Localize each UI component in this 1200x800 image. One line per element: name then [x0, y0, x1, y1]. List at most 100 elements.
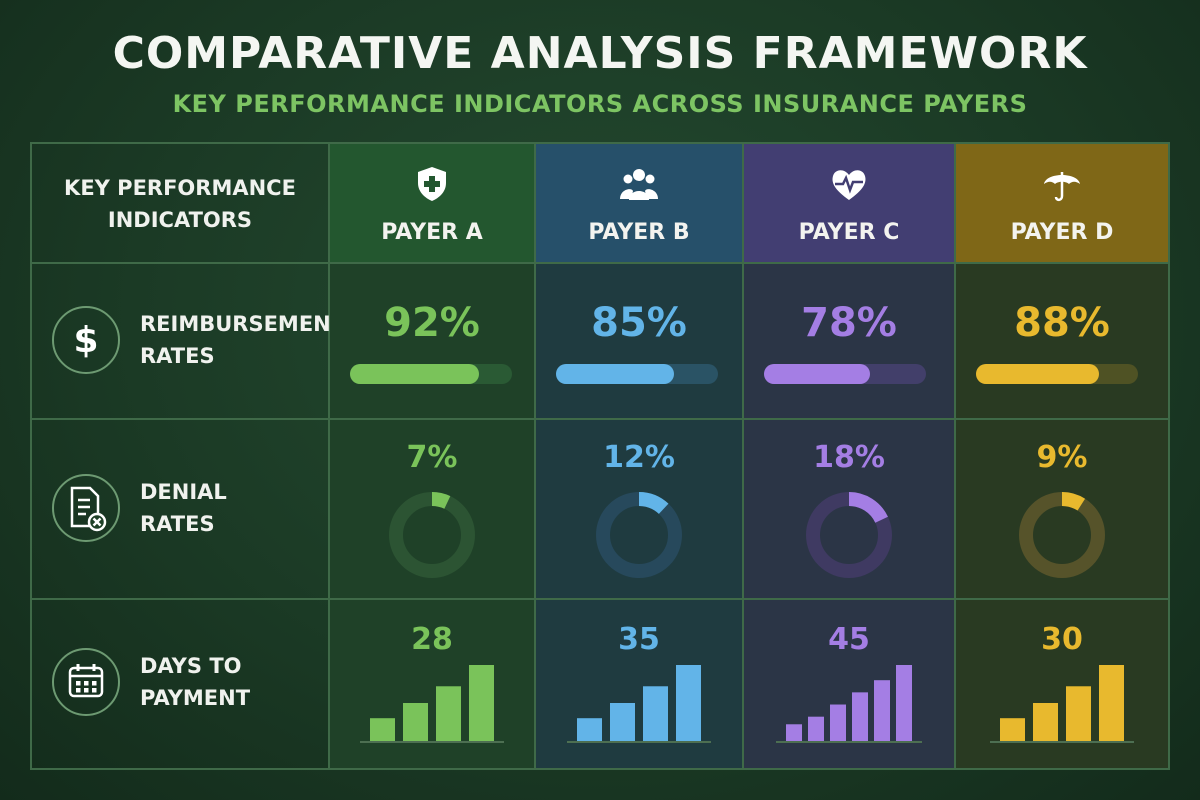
days-bar-c-2	[808, 716, 824, 741]
days-bars-b	[567, 664, 711, 754]
denial-donut-a	[387, 490, 477, 584]
kpi-header-cell: KEY PERFORMANCE INDICATORS	[32, 144, 330, 264]
reimbursement-bar-fill-a	[350, 364, 480, 384]
cell-3-payer-d: 30	[956, 600, 1168, 768]
reimbursement-bar-track-c	[764, 364, 926, 384]
days-bar-c-4	[852, 692, 868, 741]
kpi-row-label-line-2: PAYMENT	[140, 686, 251, 710]
days-bar-a-4	[469, 665, 494, 741]
cell-1-payer-a: 92%	[330, 264, 536, 420]
payer-header-a: PAYER A	[330, 144, 536, 264]
payer-name-d: PAYER D	[1010, 220, 1114, 245]
umbrella-icon	[1042, 164, 1082, 208]
days-bar-d-1	[1000, 718, 1025, 741]
cell-3-payer-a: 28	[330, 600, 536, 768]
days-bar-c-1	[786, 724, 802, 741]
payer-name-a: PAYER A	[381, 220, 483, 245]
days-bar-c-3	[830, 704, 846, 741]
days-bar-d-4	[1099, 665, 1124, 741]
reimbursement-bar-track-b	[556, 364, 718, 384]
reimbursement-value-c: 78%	[801, 300, 897, 346]
kpi-header-label: KEY PERFORMANCE INDICATORS	[32, 172, 328, 236]
days-bar-c-6	[896, 665, 912, 741]
days-value-a: 28	[411, 622, 453, 657]
kpi-row-label-text-3: DAYS TO PAYMENT	[140, 650, 250, 714]
days-bar-d-2	[1033, 703, 1058, 741]
days-bar-a-3	[436, 686, 461, 741]
calendar-icon	[50, 646, 122, 722]
kpi-header-line-2: INDICATORS	[107, 208, 253, 232]
denial-donut-track-b	[596, 492, 682, 578]
reimbursement-bar-track-d	[976, 364, 1138, 384]
denial-donut-arc-c	[806, 492, 892, 578]
heart-pulse-icon	[829, 164, 869, 208]
denial-donut-track-a	[389, 492, 475, 578]
people-group-icon	[619, 164, 659, 208]
reimbursement-value-a: 92%	[384, 300, 480, 346]
document-denied-icon	[50, 472, 122, 548]
reimbursement-bar-fill-c	[764, 364, 871, 384]
page-subtitle: KEY PERFORMANCE INDICATORS ACROSS INSURA…	[172, 90, 1028, 118]
payer-name-c: PAYER C	[798, 220, 900, 245]
cell-2-payer-b: 12%	[536, 420, 744, 600]
kpi-row-label-3: DAYS TO PAYMENT	[32, 600, 330, 768]
denial-donut-b	[594, 490, 684, 584]
cell-1-payer-c: 78%	[744, 264, 956, 420]
kpi-row-label-line-2: RATES	[140, 512, 215, 536]
denial-donut-d	[1017, 490, 1107, 584]
days-bar-b-1	[577, 718, 602, 741]
payer-name-b: PAYER B	[588, 220, 690, 245]
days-bars-a	[360, 664, 504, 754]
denial-donut-arc-d	[1019, 492, 1105, 578]
reimbursement-bar-fill-d	[976, 364, 1099, 384]
denial-value-d: 9%	[1036, 440, 1088, 475]
cell-3-payer-c: 45	[744, 600, 956, 768]
denial-value-a: 7%	[406, 440, 458, 475]
cell-1-payer-d: 88%	[956, 264, 1168, 420]
page-title: COMPARATIVE ANALYSIS FRAMEWORK	[112, 28, 1088, 79]
denial-donut-arc-a	[389, 492, 475, 578]
cell-1-payer-b: 85%	[536, 264, 744, 420]
kpi-row-label-text-1: REIMBURSEMENT RATES	[140, 308, 345, 372]
denial-donut-arc-b	[596, 492, 682, 578]
cell-3-payer-b: 35	[536, 600, 744, 768]
days-bar-b-2	[610, 703, 635, 741]
kpi-comparison-table: KEY PERFORMANCE INDICATORS PAYER A PAYER …	[30, 142, 1170, 770]
cell-2-payer-c: 18%	[744, 420, 956, 600]
days-bars-d	[990, 664, 1134, 754]
kpi-row-label-line-1: DENIAL	[140, 480, 227, 504]
denial-value-b: 12%	[603, 440, 675, 475]
reimbursement-value-b: 85%	[591, 300, 687, 346]
days-bars-c	[776, 664, 922, 754]
payer-header-d: PAYER D	[956, 144, 1168, 264]
reimbursement-value-d: 88%	[1014, 300, 1110, 346]
payer-header-b: PAYER B	[536, 144, 744, 264]
days-value-d: 30	[1041, 622, 1083, 657]
kpi-row-label-1: $ REIMBURSEMENT RATES	[32, 264, 345, 420]
denial-value-c: 18%	[813, 440, 885, 475]
shield-plus-icon	[412, 164, 452, 208]
days-value-c: 45	[828, 622, 870, 657]
days-value-b: 35	[618, 622, 660, 657]
kpi-row-label-text-2: DENIAL RATES	[140, 476, 227, 540]
reimbursement-bar-track-a	[350, 364, 512, 384]
kpi-row-label-line-1: DAYS TO	[140, 654, 242, 678]
days-bar-c-5	[874, 680, 890, 741]
reimbursement-bar-fill-b	[556, 364, 674, 384]
days-bar-b-4	[676, 665, 701, 741]
cell-2-payer-d: 9%	[956, 420, 1168, 600]
denial-donut-c	[804, 490, 894, 584]
kpi-row-label-line-2: RATES	[140, 344, 215, 368]
dollar-icon: $	[50, 304, 122, 380]
denial-donut-track-d	[1019, 492, 1105, 578]
kpi-row-label-line-1: REIMBURSEMENT	[140, 312, 346, 336]
days-bar-b-3	[643, 686, 668, 741]
kpi-header-line-1: KEY PERFORMANCE	[64, 176, 296, 200]
payer-header-c: PAYER C	[744, 144, 956, 264]
cell-2-payer-a: 7%	[330, 420, 536, 600]
days-bar-a-1	[370, 718, 395, 741]
kpi-row-label-2: DENIAL RATES	[32, 420, 330, 600]
days-bar-a-2	[403, 703, 428, 741]
days-bar-d-3	[1066, 686, 1091, 741]
svg-text:$: $	[73, 320, 98, 361]
